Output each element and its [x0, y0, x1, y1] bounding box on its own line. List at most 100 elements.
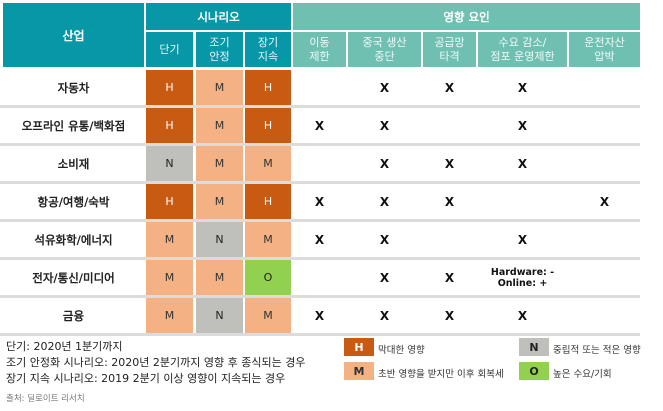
col-label-line2: 압박	[594, 49, 615, 63]
scenario-rating-cell: H	[146, 70, 193, 105]
col-label-line2: 점포 운영제한	[490, 49, 555, 63]
legend-label-opportunity: 높은 수요/기회	[553, 369, 612, 380]
scenario-rating-cell: H	[146, 184, 193, 219]
scenario-rating-cell: H	[146, 108, 193, 143]
legend-code: N	[529, 340, 539, 354]
impact-mark-cell: X	[599, 194, 610, 209]
footnote-long-term: 장기 지속 시나리오: 2019 2분기 이상 영향이 지속되는 경우	[6, 372, 286, 385]
legend-swatch-neutral: N	[519, 338, 549, 356]
impact-mark-cell: X	[517, 232, 528, 247]
legend-label-neutral: 중립적 또는 적은 영향	[553, 345, 641, 356]
impact-mark-cell: X	[444, 194, 455, 209]
row-label-consumer-goods: 소비재	[57, 156, 90, 171]
scenario-rating-cell: M	[196, 70, 243, 105]
impact-col-working-capital-pressure: 운전자산 압박	[569, 32, 640, 67]
legend-label-medium: 초반 영향을 받지만 이후 회복세	[378, 369, 504, 380]
impact-col-demand-decline: 수요 감소/ 점포 운영제한	[478, 32, 567, 67]
scenario-rating-cell: N	[196, 222, 243, 257]
impact-mark-cell: X	[379, 156, 390, 171]
scenario-rating-cell: M	[245, 146, 291, 181]
col-label-line1: 조기	[209, 35, 230, 49]
scenario-col-early-stabilization: 조기 안정	[196, 32, 243, 67]
scenario-rating-cell: N	[146, 146, 193, 181]
scenario-group-header: 시나리오	[146, 3, 291, 30]
note-line1: Hardware: -	[490, 266, 555, 278]
col-label-line1: 장기	[257, 35, 279, 49]
impact-mark-cell: X	[444, 270, 455, 285]
footnote-early-stabilization: 조기 안정화 시나리오: 2020년 2분기까지 영향 후 종식되는 경우	[6, 356, 306, 369]
impact-mark-cell	[569, 222, 640, 257]
impact-col-movement-restriction: 이동 제한	[293, 32, 346, 67]
impact-mark-cell: X	[379, 194, 390, 209]
impact-mark-cell	[293, 146, 346, 181]
col-label-line2: 제한	[309, 49, 330, 63]
impact-mark-cell: X	[314, 118, 325, 133]
col-label-line1: 수요 감소/	[498, 35, 547, 49]
scenario-rating-cell: M	[196, 184, 243, 219]
legend-code: O	[529, 364, 539, 378]
impact-mark-cell	[423, 108, 476, 143]
legend-swatch-opportunity: O	[519, 362, 549, 380]
col-label-line1: 공급망	[434, 35, 465, 49]
scenario-rating-cell: M	[245, 298, 291, 333]
impact-mark-cell: X	[314, 308, 325, 323]
impact-mark-cell	[423, 222, 476, 257]
scenario-rating-cell: N	[196, 298, 243, 333]
row-label-airline-travel: 항공/여행/숙박	[37, 194, 110, 209]
legend-code: M	[353, 364, 365, 378]
scenario-rating-cell: H	[245, 70, 291, 105]
scenario-rating-cell: M	[146, 222, 193, 257]
impact-note-cell: Hardware: - Online: +	[478, 260, 567, 295]
impact-mark-cell: X	[517, 80, 528, 95]
impact-mark-cell: X	[314, 232, 325, 247]
impact-mark-cell: X	[379, 80, 390, 95]
col-label-line1: 운전자산	[584, 35, 625, 49]
row-label-automotive: 자동차	[57, 80, 90, 95]
source-note: 출처: 딜로이트 리서치	[6, 394, 85, 404]
impact-mark-cell: X	[444, 80, 455, 95]
row-divider	[0, 333, 640, 336]
impact-mark-cell	[569, 108, 640, 143]
impact-mark-cell: X	[379, 308, 390, 323]
impact-mark-cell	[569, 70, 640, 105]
col-label-line1: 중국 생산	[362, 35, 407, 49]
scenario-rating-cell: H	[245, 108, 291, 143]
impact-group-header: 영향 요인	[293, 3, 640, 30]
row-label-offline-retail: 오프라인 유통/백화점	[21, 118, 126, 133]
row-divider	[0, 257, 640, 260]
impact-mark-cell: X	[517, 118, 528, 133]
scenario-group-label: 시나리오	[197, 9, 240, 24]
impact-mark-cell: X	[379, 118, 390, 133]
row-divider	[0, 219, 640, 222]
note-line2: Online: +	[497, 277, 548, 289]
impact-mark-cell	[569, 298, 640, 333]
scenario-col-short-term: 단기	[146, 32, 193, 67]
row-label-finance: 금융	[62, 308, 85, 323]
scenario-rating-cell: M	[196, 108, 243, 143]
impact-mark-cell	[569, 146, 640, 181]
industry-header: 산업	[3, 3, 144, 67]
impact-mark-cell	[569, 260, 640, 295]
row-divider	[0, 181, 640, 184]
scenario-rating-cell: M	[196, 146, 243, 181]
col-label-line1: 이동	[309, 35, 330, 49]
legend-label-high: 막대한 영향	[378, 345, 425, 356]
row-divider	[0, 295, 640, 298]
impact-mark-cell: X	[379, 232, 390, 247]
col-label-line2: 중단	[374, 49, 395, 63]
impact-mark-cell: X	[444, 156, 455, 171]
row-label-electronics-telecom: 전자/통신/미디어	[32, 270, 115, 285]
industry-header-label: 산업	[62, 28, 85, 43]
impact-col-china-production-halt: 중국 생산 중단	[348, 32, 421, 67]
impact-mark-cell: X	[444, 308, 455, 323]
scenario-rating-cell: H	[245, 184, 291, 219]
row-divider	[0, 105, 640, 108]
scenario-col-long-term: 장기 지속	[245, 32, 291, 67]
impact-mark-cell: X	[517, 156, 528, 171]
scenario-rating-cell: M	[146, 260, 193, 295]
legend-swatch-high: H	[344, 338, 374, 356]
impact-mark-cell: X	[314, 194, 325, 209]
col-label-line2: 타격	[439, 49, 460, 63]
scenario-rating-cell: M	[196, 260, 243, 295]
impact-mark-cell: X	[379, 270, 390, 285]
